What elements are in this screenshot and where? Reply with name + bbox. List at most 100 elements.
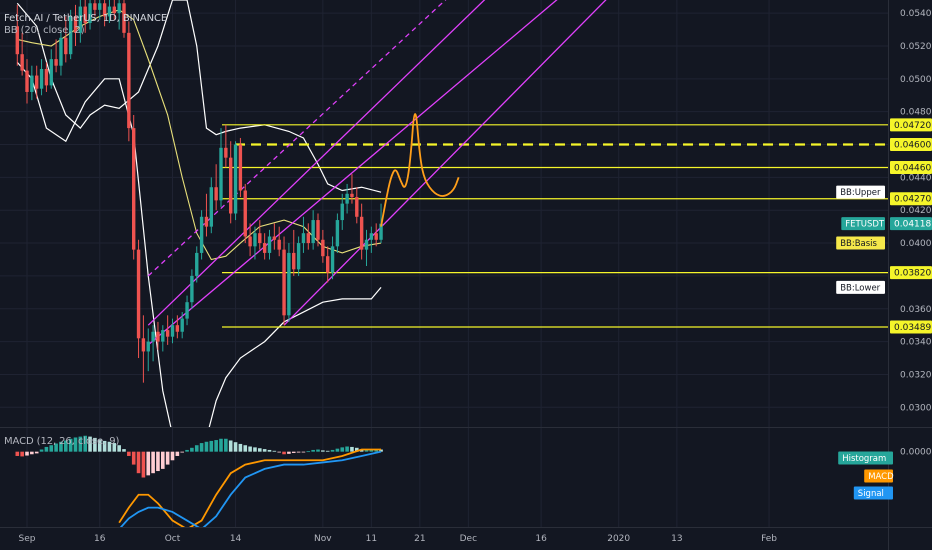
time-tick-label: 2020 [607,534,630,544]
candle-body [282,249,286,316]
macd-histogram-bar [296,451,301,453]
candle-body [296,243,301,270]
symbol-title: Fetch.AI / TetherUS, 1D, BINANCE [4,13,168,24]
macd-histogram-bar [185,449,189,452]
level-price-tag-text: 0.04600 [894,141,931,151]
macd-histogram-bar [272,450,277,452]
candle-body [248,236,252,247]
macd-indicator-title: MACD (12, 26, close, 9) [4,436,120,447]
macd-histogram-bar [141,451,146,478]
macd-histogram-bar [34,451,39,454]
candle-body [335,220,340,247]
candle-body [59,37,63,66]
macd-histogram-bar [277,451,281,453]
level-price-tag-text: 0.04270 [894,195,931,205]
price-plot [15,0,888,427]
candle-body [258,233,262,244]
candle-body [292,252,296,270]
bb-upper-line [16,0,382,193]
bb-legend[interactable]: BB (20, close, 2) [4,25,85,36]
candle-body [350,193,354,198]
candle-body [219,147,223,201]
macd-histogram-bar [335,448,340,452]
indicator-tag [841,217,885,231]
macd-histogram-bar [321,450,325,452]
time-tick-label: Nov [314,534,332,544]
candle-body [165,330,170,337]
macd-histogram-bar [54,443,58,452]
time-tick-label: 16 [535,534,547,544]
macd-histogram-bar [316,449,320,452]
macd-histogram-bar [350,446,354,452]
candle-body [64,37,68,55]
time-tick-label: 11 [366,534,377,544]
macd-legend-tag-text: Histogram [842,454,886,464]
macd-histogram-bar [117,445,121,452]
macd-histogram-bar [330,449,335,452]
candle-body [253,233,257,247]
macd-histogram-bar [379,449,383,452]
candle-body [73,16,78,33]
candle-body [287,252,291,316]
candle-body [229,157,233,214]
candle-body [107,6,112,17]
macd-histogram-bar [355,447,359,452]
candle-body [214,187,218,201]
macd-histogram-bar [282,451,286,455]
macd-histogram-bar [73,437,78,452]
macd-histogram-bar [136,451,141,474]
macd-plot [15,435,383,527]
macd-legend[interactable]: MACD (12, 26, close, 9) [4,436,119,447]
macd-histogram-bar [88,436,92,452]
candle-body [243,190,247,237]
channel-line [147,0,486,326]
candle-body [238,144,243,191]
candle-body [316,220,320,240]
macd-histogram-bar [68,438,73,452]
candle-body [224,147,228,158]
candle-body [25,70,29,92]
level-price-tag [890,266,932,280]
macd-histogram-bar [287,451,291,454]
candle-body [146,341,150,352]
macd-histogram-bar [340,447,345,452]
level-price-tag-text: 0.03820 [894,269,931,279]
candle-body [132,128,136,250]
macd-legend-tag-text: MACD [868,472,894,482]
macd-histogram-bar [78,436,83,452]
macd-histogram-bar [306,451,311,453]
indicator-tag [836,280,885,294]
bb-lower-line [16,62,382,427]
candle-body [199,216,204,253]
macd-histogram-bar [122,449,126,452]
candle-body [102,3,107,17]
indicator-tag [836,185,885,199]
candle-body [44,68,49,86]
indicator-tag [836,236,885,250]
level-price-tag [890,118,932,132]
candle-body [170,325,175,337]
macd-histogram-bar [20,451,24,457]
candle-body [88,3,92,23]
candle-body [161,330,165,342]
macd-histogram-bar [301,451,306,453]
time-tick-label: 14 [230,534,242,544]
macd-histogram-bar [238,443,243,452]
macd-histogram-bar [345,446,349,452]
symbol-legend[interactable]: Fetch.AI / TetherUS, 1D, BINANCE [4,13,167,24]
candle-body [98,3,102,10]
current-price-tag-text: 0.04118 [894,220,931,230]
candle-body [311,220,315,244]
candle-body [364,239,369,250]
macd-legend-tag [838,451,893,465]
candle-body [93,3,97,10]
candle-body [83,6,87,23]
macd-histogram-bar [59,441,63,452]
macd-histogram-bar [64,440,68,452]
